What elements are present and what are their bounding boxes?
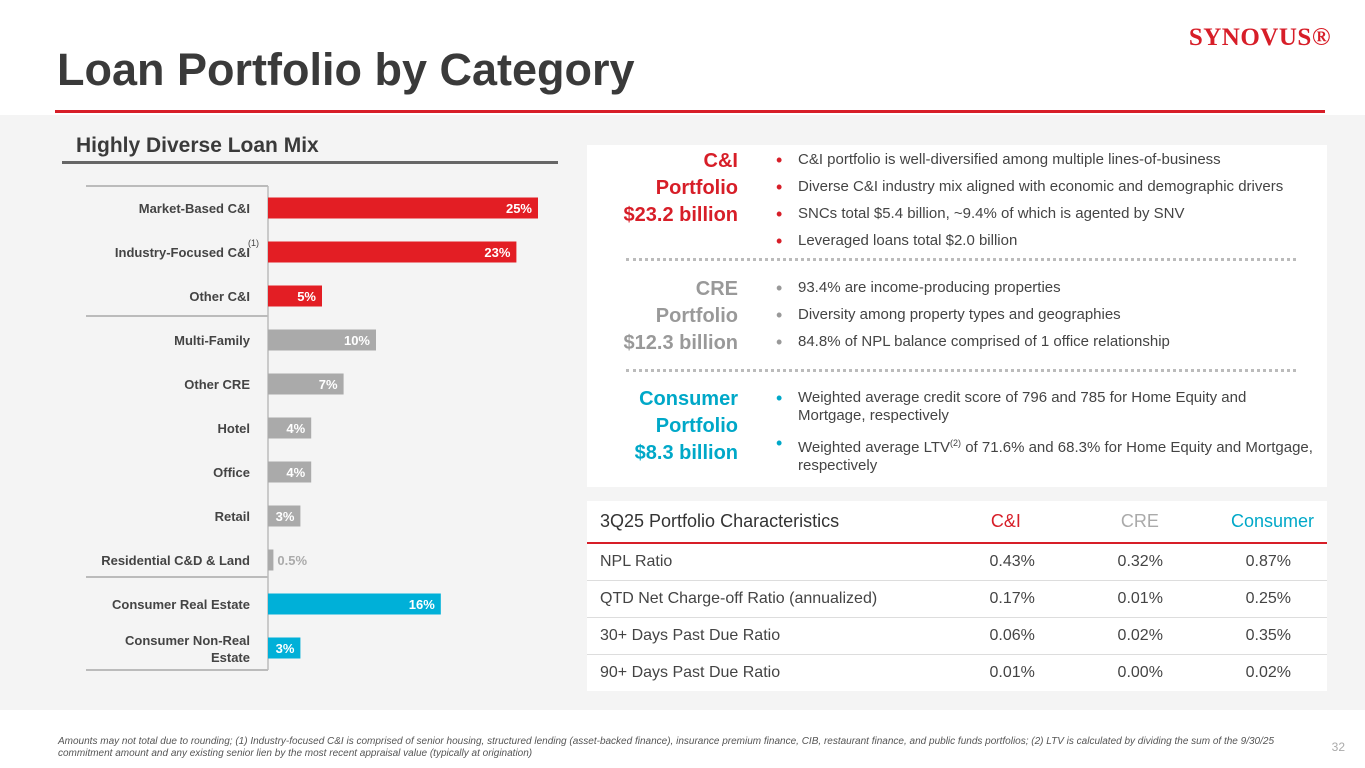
table-cell: QTD Net Charge-off Ratio (annualized): [587, 580, 943, 618]
bar-value-label: 10%: [344, 333, 370, 348]
category-label: Other C&I: [189, 289, 250, 304]
bullet-item: Weighted average credit score of 796 and…: [776, 389, 1316, 425]
section-bullets: C&I portfolio is well-diversified among …: [776, 151, 1316, 259]
table-cell: 0.02%: [1245, 663, 1291, 681]
section-title-line: C&I: [703, 150, 738, 172]
category-label: Hotel: [218, 421, 251, 436]
bar: [268, 197, 538, 219]
section-title-line: $8.3 billion: [634, 442, 738, 464]
bar-value-label: 23%: [484, 245, 510, 260]
section-bullets: Weighted average credit score of 796 and…: [776, 389, 1316, 484]
title-divider: [55, 110, 1325, 113]
bullet-item: SNCs total $5.4 billion, ~9.4% of which …: [776, 205, 1316, 223]
category-label: Office: [213, 465, 250, 480]
section-title-line: Consumer: [639, 388, 738, 410]
category-label: Consumer Real Estate: [112, 597, 250, 612]
section-title-line: Portfolio: [655, 415, 738, 437]
category-label: Retail: [215, 509, 250, 524]
table-row: QTD Net Charge-off Ratio (annualized) 0.1…: [587, 580, 1327, 618]
section-title-line: $23.2 billion: [623, 204, 738, 226]
table-cell: 0.25%: [1198, 580, 1327, 618]
synovus-logo: SYNOVUS®: [1188, 24, 1331, 51]
category-label: Other CRE: [184, 377, 250, 392]
bullet-item: Leveraged loans total $2.0 billion: [776, 232, 1316, 250]
bullet-item: 93.4% are income-producing properties: [776, 279, 1316, 297]
bar: [268, 505, 301, 527]
category-label: Industry-Focused C&I: [115, 245, 250, 260]
table-header-ci: C&I: [942, 501, 1071, 544]
table-row: 30+ Days Past Due Ratio 0.06% 0.02% 0.35%: [587, 617, 1327, 655]
bar-value-label: 4%: [286, 465, 305, 480]
bar: [268, 637, 301, 659]
bar: [268, 549, 274, 571]
bar: [268, 329, 376, 351]
table-header: 3Q25 Portfolio Characteristics: [587, 501, 943, 544]
bar-value-label: 4%: [286, 421, 305, 436]
table-header-consumer: Consumer: [1198, 501, 1327, 544]
bar-value-label: 0.5%: [277, 553, 307, 568]
table-cell: 0.17%: [942, 580, 1071, 618]
section-title: Consumer Portfolio $8.3 billion: [588, 386, 738, 467]
category-label: Consumer Non-Real Estate: [125, 633, 250, 665]
bar: [268, 593, 441, 615]
page-number: 32: [1331, 740, 1345, 754]
loan-mix-bar-chart: Market-Based C&I 25% Industry-Focused C&I(…: [86, 185, 538, 671]
section-bullets: 93.4% are income-producing properties Div…: [776, 279, 1316, 360]
table-header-cre: CRE: [1070, 501, 1199, 544]
bar: [268, 285, 322, 307]
table-row: 90+ Days Past Due Ratio 0.01% 0.00% 0.02%: [587, 654, 1327, 691]
category-label: Residential C&D & Land: [101, 553, 250, 568]
table-row: NPL Ratio 0.43% 0.32% 0.87%: [587, 543, 1327, 581]
bar-value-label: 25%: [506, 201, 532, 216]
section-title-line: CRE: [695, 278, 738, 300]
section-title: CRE Portfolio $12.3 billion: [588, 276, 738, 357]
bullet-item: Diverse C&I industry mix aligned with ec…: [776, 178, 1316, 196]
bar: [268, 461, 312, 483]
portfolio-characteristics-table: 3Q25 Portfolio Characteristics C&I CRE C…: [587, 501, 1327, 691]
bar-value-label: 3%: [276, 641, 295, 656]
category-label: Market-Based C&I: [139, 201, 250, 216]
chart-heading: Highly Diverse Loan Mix: [76, 134, 319, 157]
section-title-line: Portfolio: [655, 177, 738, 199]
bullet-item: Diversity among property types and geogr…: [776, 306, 1316, 324]
table-cell: 0.01%: [989, 663, 1035, 681]
bullet-item: Weighted average LTV(2) of 71.6% and 68.…: [776, 434, 1316, 475]
table-cell: 0.06%: [942, 617, 1071, 655]
bar-value-label: 7%: [319, 377, 338, 392]
bullet-item: C&I portfolio is well-diversified among …: [776, 151, 1316, 169]
bullet-item: 84.8% of NPL balance comprised of 1 offi…: [776, 333, 1316, 351]
bar: [268, 373, 344, 395]
table-cell: 90+ Days Past Due Ratio: [600, 663, 781, 681]
chart-heading-underline: [62, 161, 558, 164]
bar-value-label: 16%: [409, 597, 435, 612]
bar: [268, 241, 517, 263]
section-divider: [626, 369, 1296, 372]
bar-value-label: 5%: [297, 289, 316, 304]
table-cell: 0.00%: [1117, 663, 1163, 681]
page-title: Loan Portfolio by Category: [57, 44, 635, 95]
table-cell: 0.01%: [1070, 580, 1199, 618]
section-title-line: $12.3 billion: [623, 332, 738, 354]
bar: [268, 417, 312, 439]
footnote: Amounts may not total due to rounding; (…: [58, 736, 1275, 759]
table-cell: 30+ Days Past Due Ratio: [587, 617, 943, 655]
table-cell: 0.35%: [1198, 617, 1327, 655]
category-label: Multi-Family: [174, 333, 251, 348]
bar-value-label: 3%: [276, 509, 295, 524]
section-title-line: Portfolio: [655, 305, 738, 327]
table-cell: 0.87%: [1198, 543, 1327, 581]
section-title: C&I Portfolio $23.2 billion: [588, 148, 738, 229]
section-divider: [626, 258, 1296, 261]
table-cell: 0.32%: [1070, 543, 1199, 581]
footnote-marker: (1): [248, 238, 259, 248]
table-cell: NPL Ratio: [587, 543, 943, 581]
table-cell: 0.43%: [942, 543, 1071, 581]
table-cell: 0.02%: [1070, 617, 1199, 655]
